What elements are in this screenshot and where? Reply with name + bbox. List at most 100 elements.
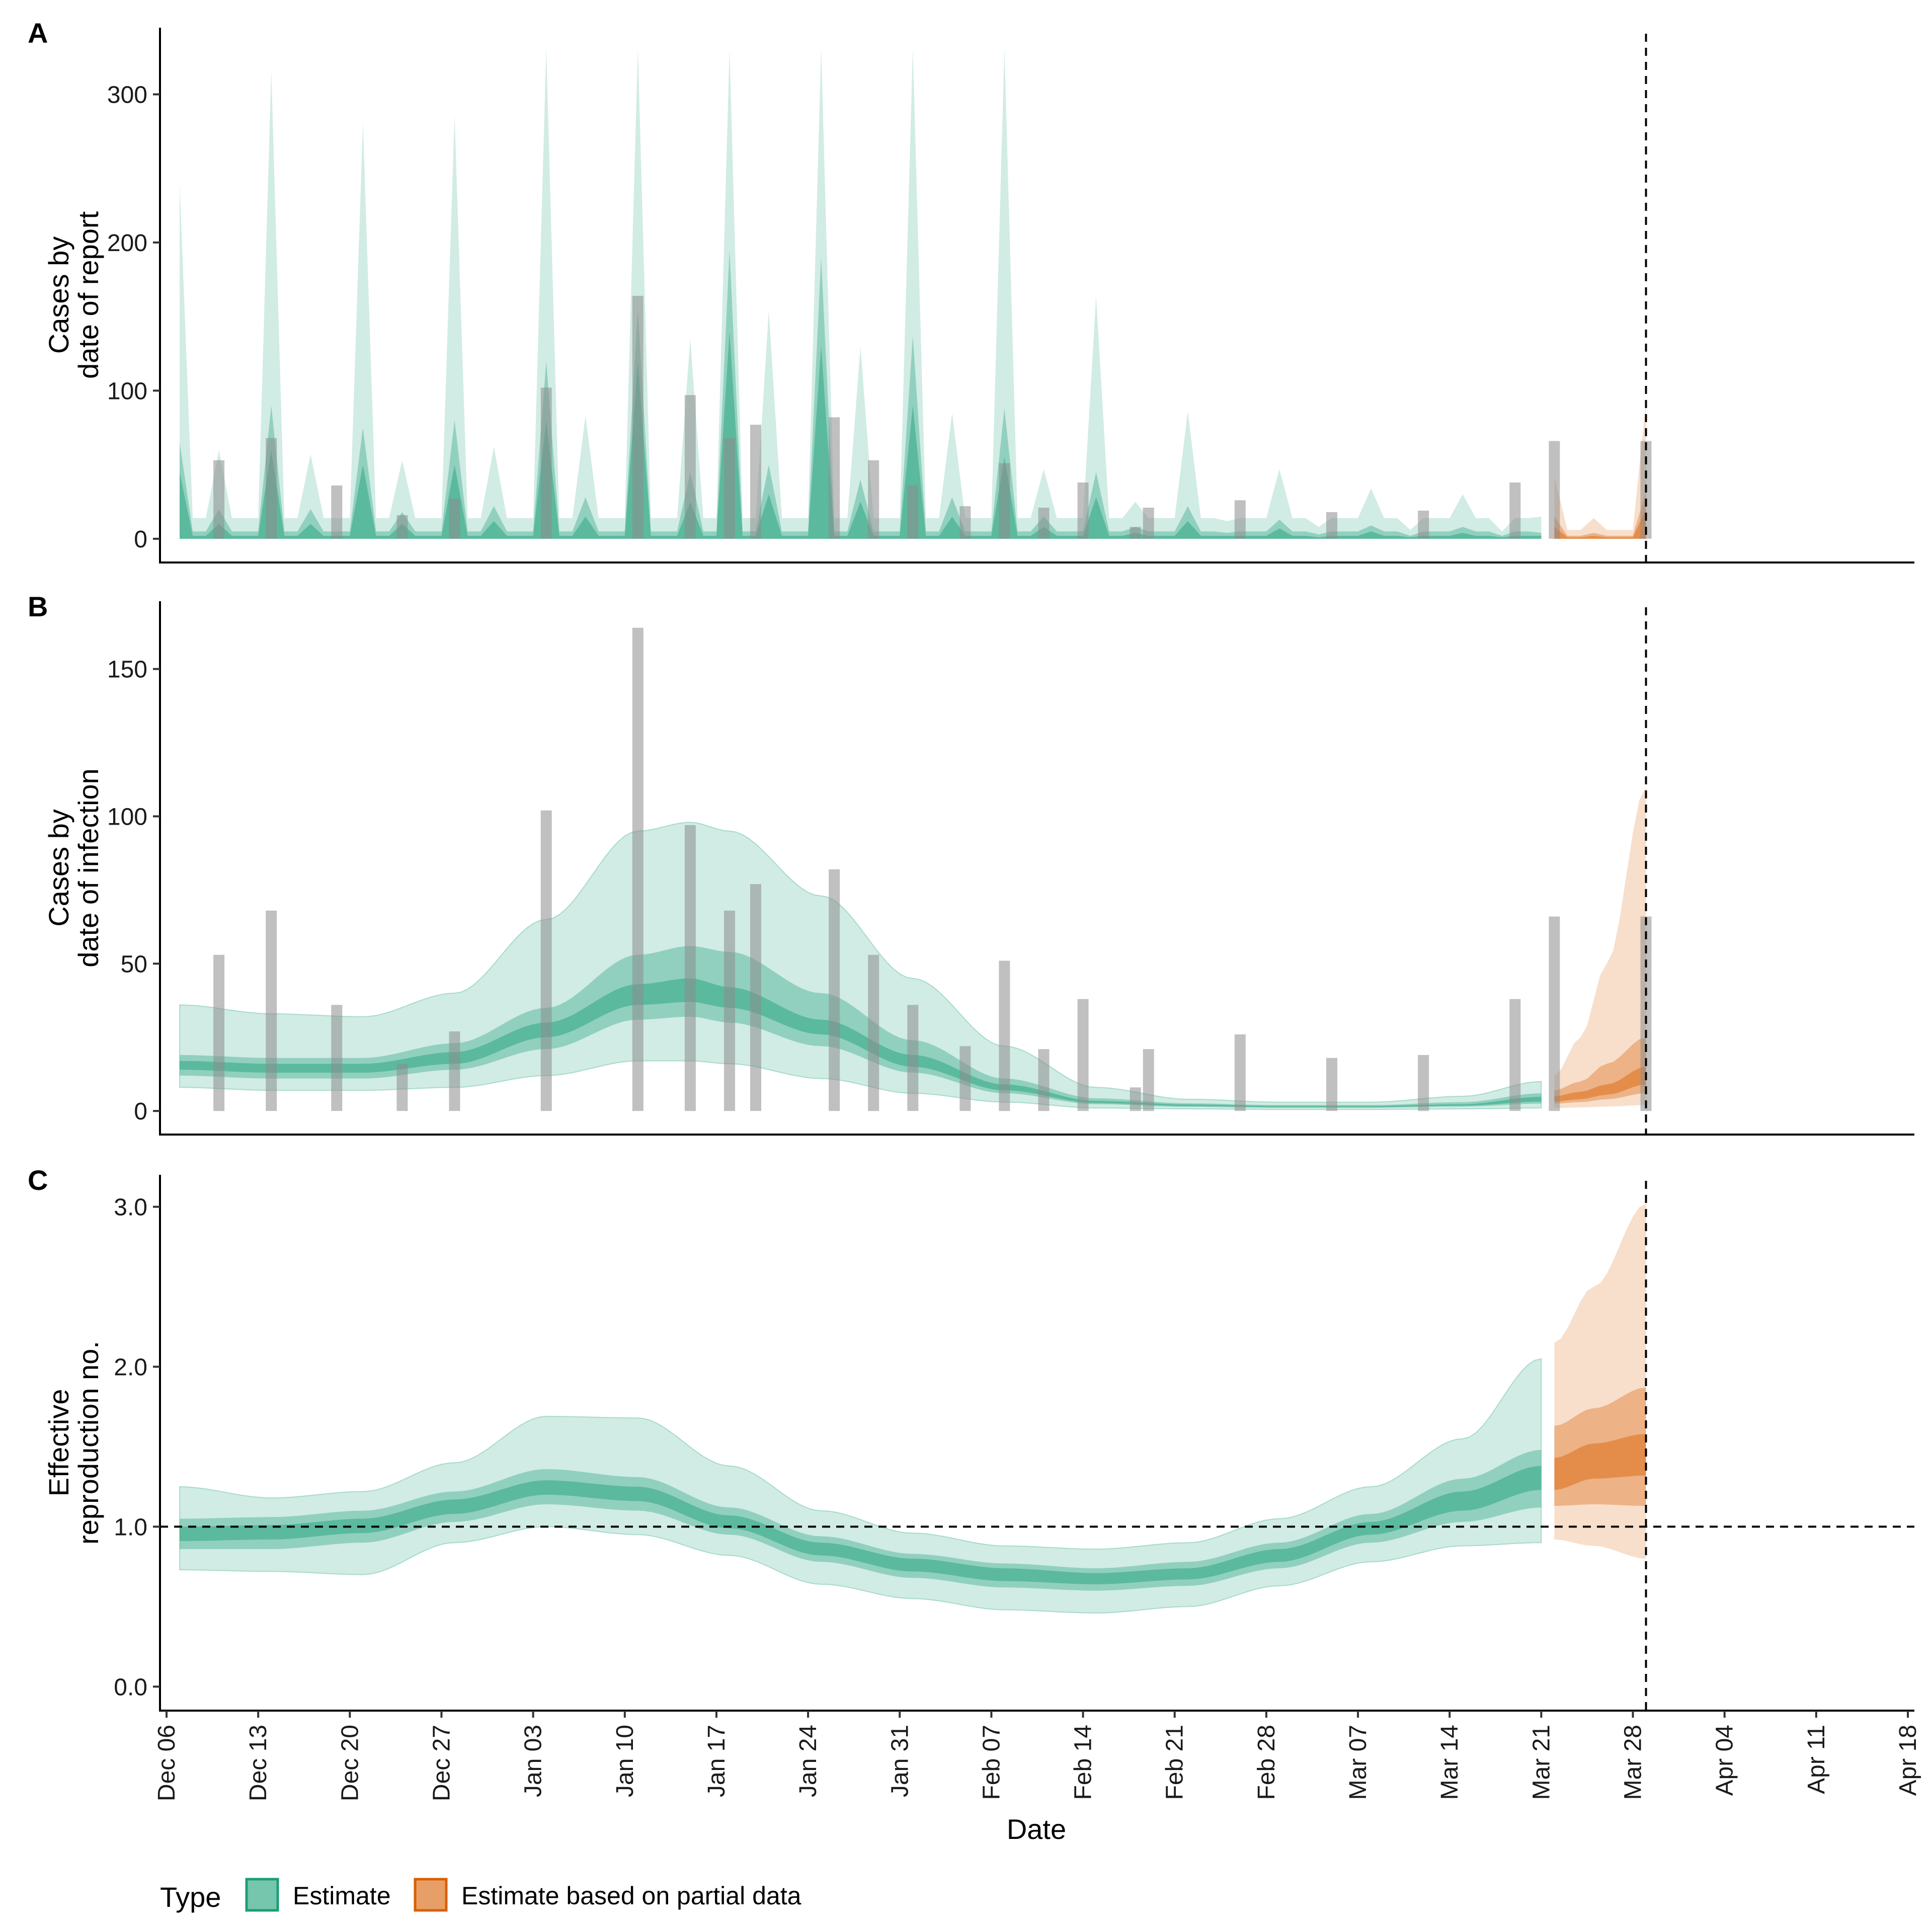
observed-bar <box>1326 512 1337 539</box>
y-axis-title-line: Cases by <box>43 236 74 354</box>
observed-bar <box>396 1064 408 1111</box>
y-tick-label: 50 <box>121 951 147 978</box>
observed-bar <box>750 884 761 1111</box>
observed-bar <box>540 810 552 1111</box>
estimate-band-50 <box>180 250 1542 539</box>
y-tick-label: 100 <box>107 378 147 405</box>
observed-bar <box>266 438 277 539</box>
observed-cases <box>213 296 1652 539</box>
observed-bar <box>907 1005 919 1111</box>
observed-bar <box>829 869 840 1111</box>
x-tick-label: Feb 21 <box>1162 1725 1188 1800</box>
observed-bar <box>724 438 735 539</box>
observed-bar <box>724 910 735 1111</box>
observed-bar <box>907 485 919 539</box>
y-tick-label: 2.0 <box>114 1354 147 1381</box>
panel-tag: B <box>28 591 48 622</box>
y-tick-label: 200 <box>107 230 147 257</box>
y-tick-label: 0 <box>134 526 147 553</box>
partial-band-90 <box>1554 1203 1646 1559</box>
y-tick-label: 300 <box>107 82 147 109</box>
y-tick-label: 0.0 <box>114 1674 147 1701</box>
estimate-band-90 <box>180 48 1542 539</box>
observed-bar <box>1038 508 1050 539</box>
y-axis-title: Effectivereproduction no. <box>43 1341 104 1545</box>
panel-c-reproduction-number: 0.0 1.0 2.0 3.0 Effectivereproduction no. C <box>28 1164 1914 1712</box>
estimate-band-20 <box>180 978 1542 1107</box>
partial-band-50 <box>1554 1387 1646 1506</box>
observed-bar <box>684 825 696 1111</box>
observed-cases <box>213 627 1652 1111</box>
x-tick-label: Mar 07 <box>1345 1725 1372 1800</box>
observed-bar <box>1549 916 1560 1111</box>
y-axis-title-line: Effective <box>43 1389 74 1497</box>
x-tick-label: Apr 04 <box>1712 1725 1738 1796</box>
estimate-band-50 <box>180 946 1542 1108</box>
partial-band-20 <box>1554 1067 1646 1102</box>
y-axis-title-line: reproduction no. <box>72 1341 104 1545</box>
observed-bar <box>959 1046 971 1111</box>
observed-bar <box>829 417 840 539</box>
observed-bar <box>213 954 225 1111</box>
observed-bar <box>1509 999 1521 1111</box>
x-tick-label: Feb 14 <box>1070 1725 1097 1800</box>
observed-bar <box>868 954 879 1111</box>
observed-bar <box>684 395 696 539</box>
observed-bar <box>868 460 879 539</box>
observed-bar <box>1038 1049 1050 1111</box>
legend-swatch-partial <box>414 1878 448 1912</box>
x-tick-label: Mar 21 <box>1528 1725 1555 1800</box>
x-tick-label: Jan 10 <box>612 1725 638 1797</box>
observed-bar <box>1130 1087 1141 1111</box>
legend-label-estimate: Estimate <box>293 1882 391 1910</box>
legend-title: Type <box>160 1881 221 1913</box>
x-axis-title: Date <box>1007 1813 1066 1845</box>
estimate-band-50 <box>180 1450 1542 1591</box>
observed-bar <box>1326 1058 1337 1111</box>
observed-bar <box>1143 508 1154 539</box>
panel-tag: A <box>28 17 48 49</box>
observed-bar <box>1234 500 1246 539</box>
observed-bar <box>331 485 343 539</box>
observed-bar <box>1234 1034 1246 1111</box>
x-tick-label: Dec 20 <box>337 1725 363 1801</box>
y-axis-title-line: date of infection <box>72 768 104 967</box>
x-tick-label: Dec 06 <box>153 1725 180 1801</box>
observed-bar <box>999 960 1010 1111</box>
x-tick-label: Apr 18 <box>1895 1725 1921 1796</box>
x-tick-label: Dec 13 <box>245 1725 272 1801</box>
y-axis-title: Cases bydate of infection <box>43 768 104 967</box>
x-tick-label: Apr 11 <box>1803 1725 1830 1794</box>
observed-bar <box>1077 999 1089 1111</box>
observed-bar <box>396 515 408 539</box>
x-tick-label: Mar 14 <box>1436 1725 1463 1800</box>
estimate-band-90 <box>179 1358 1542 1614</box>
observed-bar <box>750 425 761 539</box>
observed-bar <box>1640 916 1652 1111</box>
x-tick-label: Jan 03 <box>520 1725 547 1797</box>
partial-band-50 <box>1554 1037 1646 1104</box>
observed-bar <box>632 296 643 539</box>
partial-band-20 <box>1554 509 1646 539</box>
observed-bar <box>213 460 225 539</box>
observed-bar <box>331 1005 343 1111</box>
y-axis-title-line: date of report <box>72 211 104 379</box>
observed-bar <box>1077 482 1089 539</box>
observed-bar <box>1549 441 1560 539</box>
x-tick-label: Jan 17 <box>703 1725 730 1797</box>
observed-bar <box>449 499 460 539</box>
x-tick-label: Mar 28 <box>1620 1725 1647 1800</box>
uncertainty-bands <box>179 787 1646 1110</box>
y-tick-label: 150 <box>107 657 147 683</box>
partial-band-50 <box>1554 491 1646 539</box>
x-tick-label: Jan 31 <box>887 1725 913 1797</box>
observed-bar <box>632 627 643 1111</box>
y-tick-label: 3.0 <box>114 1194 147 1221</box>
panel-tag: C <box>28 1164 48 1196</box>
observed-bar <box>999 463 1010 539</box>
legend: Type Estimate Estimate based on partial … <box>160 1878 801 1913</box>
partial-band-90 <box>1554 401 1646 539</box>
uncertainty-bands <box>179 1203 1646 1614</box>
observed-bar <box>959 506 971 539</box>
panel-a-cases-by-report: 0 100 200 300 Cases bydate of report A <box>28 17 1914 564</box>
